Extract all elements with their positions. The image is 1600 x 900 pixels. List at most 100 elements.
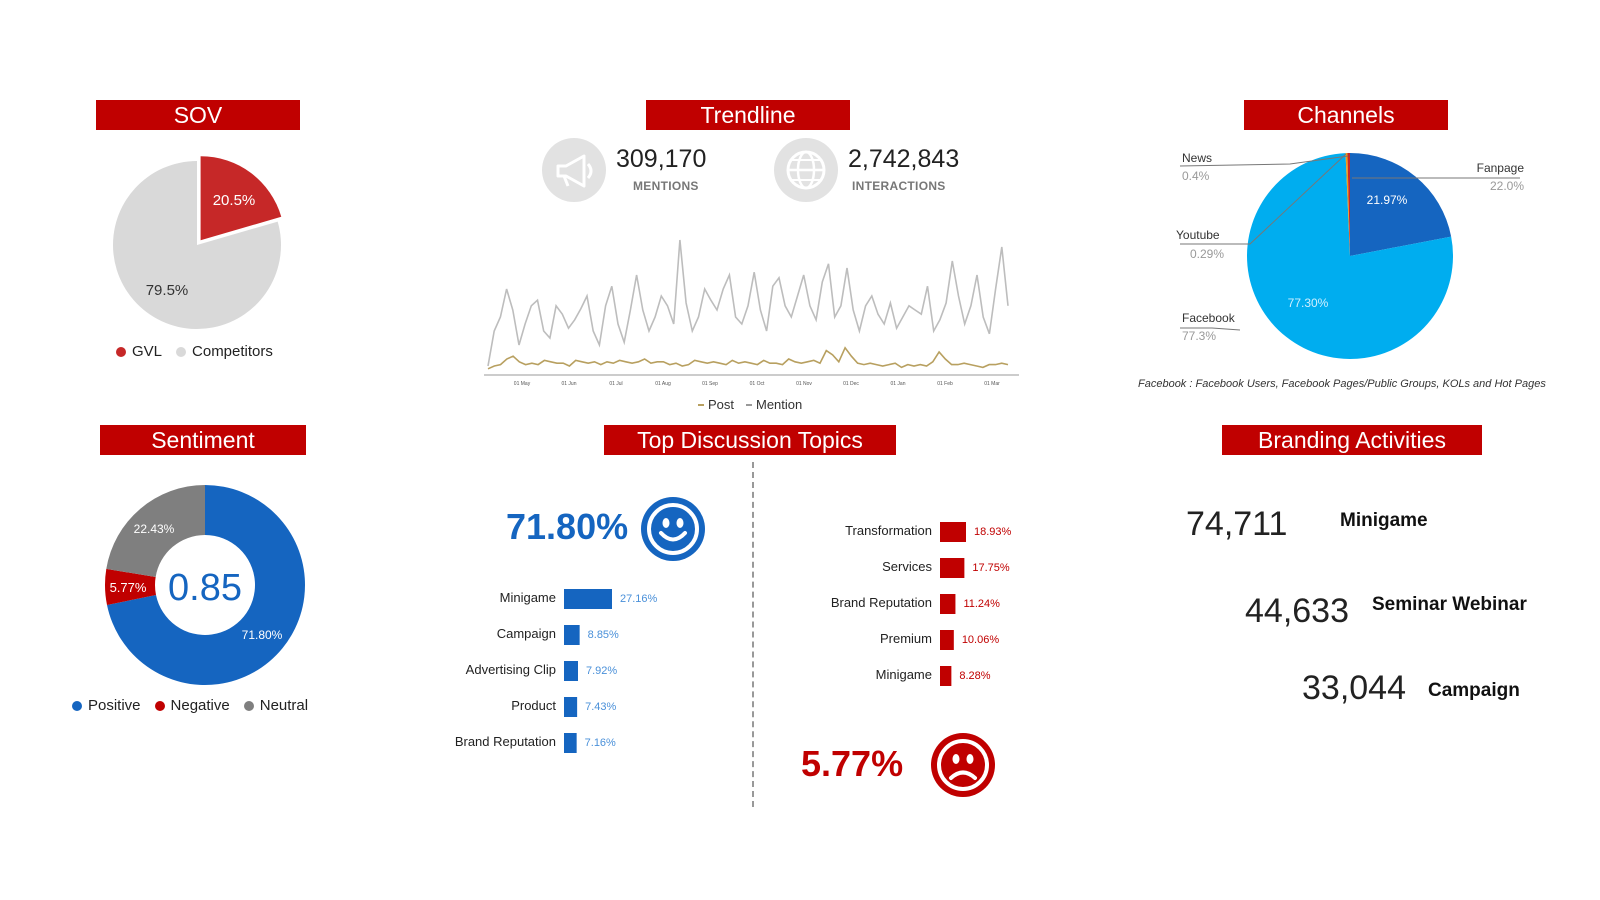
pie-slice-youtube — [1345, 153, 1350, 256]
pie-slice-facebook — [1247, 153, 1453, 359]
bar-category-advertising-clip: Advertising Clip — [466, 662, 556, 677]
x-tick-01-mar: 01 Mar — [984, 381, 1000, 387]
sentiment-center-value: 0.85 — [168, 567, 242, 609]
bar-value-transformation: 18.93% — [974, 526, 1012, 538]
bar-minigame — [940, 666, 952, 686]
channels-value-youtube: 0.29% — [1190, 247, 1224, 261]
legend-label-post: Post — [708, 397, 734, 412]
bar-transformation — [940, 522, 966, 542]
channels-header: Channels — [1244, 100, 1448, 130]
leader-line-news — [1179, 155, 1349, 167]
bar-category-services: Services — [882, 559, 932, 574]
bar-value-minigame: 27.16% — [620, 593, 658, 605]
bar-value-advertising-clip: 7.92% — [586, 665, 617, 677]
legend-item-competitors: Competitors — [176, 343, 273, 360]
x-tick-01-jun: 01 Jun — [561, 381, 576, 387]
bar-premium — [940, 630, 954, 650]
donut-slice-negative — [105, 568, 157, 605]
legend-label-competitors: Competitors — [192, 343, 273, 360]
negative-swatch — [154, 700, 165, 711]
bar-value-product: 7.43% — [585, 701, 616, 713]
branding-header: Branding Activities — [1222, 425, 1482, 455]
x-tick-01-sep: 01 Sep — [702, 381, 718, 387]
sentiment-value-label-negative: 5.77% — [110, 580, 147, 595]
x-tick-01-jan: 01 Jan — [890, 381, 905, 387]
leader-line-youtube — [1180, 153, 1347, 245]
sentiment-value-label-neutral: 22.43% — [134, 522, 175, 536]
leader-line-facebook — [1180, 327, 1241, 331]
series-line-post — [487, 346, 1009, 370]
x-tick-01-oct: 01 Oct — [750, 381, 765, 387]
bar-category-premium: Premium — [880, 631, 932, 646]
x-tick-01-aug: 01 Aug — [655, 381, 671, 387]
branding-label-minigame: Minigame — [1340, 510, 1428, 531]
channels-label-facebook: Facebook — [1182, 311, 1236, 325]
pie-slice-fanpage — [1350, 153, 1452, 256]
x-tick-01-nov: 01 Nov — [796, 381, 812, 387]
bar-campaign — [564, 625, 580, 645]
bar-services — [940, 558, 965, 578]
sov-legend: GVL Competitors — [116, 343, 273, 360]
channels-value-news: 0.4% — [1182, 169, 1210, 183]
channels-value-fanpage: 22.0% — [1490, 179, 1524, 193]
channels-value-facebook: 77.3% — [1182, 329, 1216, 343]
bar-category-minigame: Minigame — [876, 667, 932, 682]
topics-header: Top Discussion Topics — [604, 425, 896, 455]
branding-value-campaign: 33,044 — [1302, 669, 1406, 707]
positive-swatch — [72, 700, 82, 711]
bar-value-services: 17.75% — [972, 562, 1010, 574]
sov-value-label-gvl: 20.5% — [213, 192, 256, 209]
legend-label-mention: Mention — [756, 397, 802, 412]
bar-category-transformation: Transformation — [845, 523, 932, 538]
competitors-swatch — [176, 346, 187, 357]
sad-face-icon — [931, 733, 995, 797]
positive-percentage: 71.80% — [506, 506, 629, 547]
branding-label-campaign: Campaign — [1428, 680, 1520, 701]
bar-advertising-clip — [564, 661, 578, 681]
sov-header: SOV — [96, 100, 300, 130]
x-tick-01-dec: 01 Dec — [843, 381, 859, 387]
channels-inner-label-facebook: 77.30% — [1288, 296, 1329, 310]
legend-label-neutral: Neutral — [259, 697, 309, 714]
pie-slice-gvl — [200, 156, 282, 241]
trendline-header: Trendline — [646, 100, 850, 130]
legend-item-neutral: Neutral — [243, 697, 309, 714]
trendline-chart: 01 May 01 Jun 01 Jul 01 Aug 01 Sep 01 Oct 01 N… — [484, 239, 1019, 412]
sentiment-value-label-positive: 71.80% — [242, 628, 283, 642]
pie-slice-news — [1347, 153, 1350, 256]
branding-value-minigame: 74,711 — [1186, 505, 1288, 543]
megaphone-icon — [542, 138, 606, 202]
pie-slice-competitors — [112, 161, 281, 329]
channels-inner-label-fanpage: 21.97% — [1367, 193, 1408, 207]
legend-label-gvl: GVL — [132, 343, 163, 360]
bar-category-minigame: Minigame — [500, 590, 556, 605]
mentions-value: 309,170 — [616, 145, 707, 173]
bar-brand-reputation — [564, 733, 577, 753]
sov-pie-chart: 20.5% 79.5% — [112, 156, 282, 329]
neutral-swatch — [243, 700, 254, 711]
branding-value-seminar-webinar: 44,633 — [1245, 592, 1349, 630]
bar-value-premium: 10.06% — [962, 634, 1000, 646]
channels-footnote: Facebook : Facebook Users, Facebook Page… — [1138, 378, 1546, 390]
gvl-swatch — [116, 346, 126, 357]
globe-icon — [774, 138, 838, 202]
channels-label-news: News — [1182, 151, 1212, 165]
x-tick-01-feb: 01 Feb — [937, 381, 953, 387]
negative-percentage: 5.77% — [801, 743, 904, 784]
sentiment-header: Sentiment — [100, 425, 306, 455]
sentiment-legend: Positive Negative Neutral — [72, 697, 308, 714]
legend-item-positive: Positive — [72, 697, 141, 714]
legend-item-negative: Negative — [154, 697, 230, 714]
x-tick-01-jul: 01 Jul — [609, 381, 622, 387]
sentiment-donut-chart: 0.85 71.80% 5.77% 22.43% — [105, 485, 305, 685]
branding-label-seminar-webinar: Seminar Webinar — [1372, 594, 1527, 615]
legend-item-gvl: GVL — [116, 343, 162, 360]
interactions-value: 2,742,843 — [848, 145, 960, 173]
x-tick-01-may: 01 May — [514, 381, 531, 387]
legend-label-positive: Positive — [88, 697, 141, 714]
positive-topics-bar-chart: Minigame 27.16% Campaign 8.85% Advertising C… — [455, 589, 658, 753]
bar-product — [564, 697, 578, 717]
donut-slice-positive — [107, 485, 305, 685]
bar-value-campaign: 8.85% — [588, 629, 619, 641]
bar-category-brand-reputation: Brand Reputation — [455, 734, 556, 749]
